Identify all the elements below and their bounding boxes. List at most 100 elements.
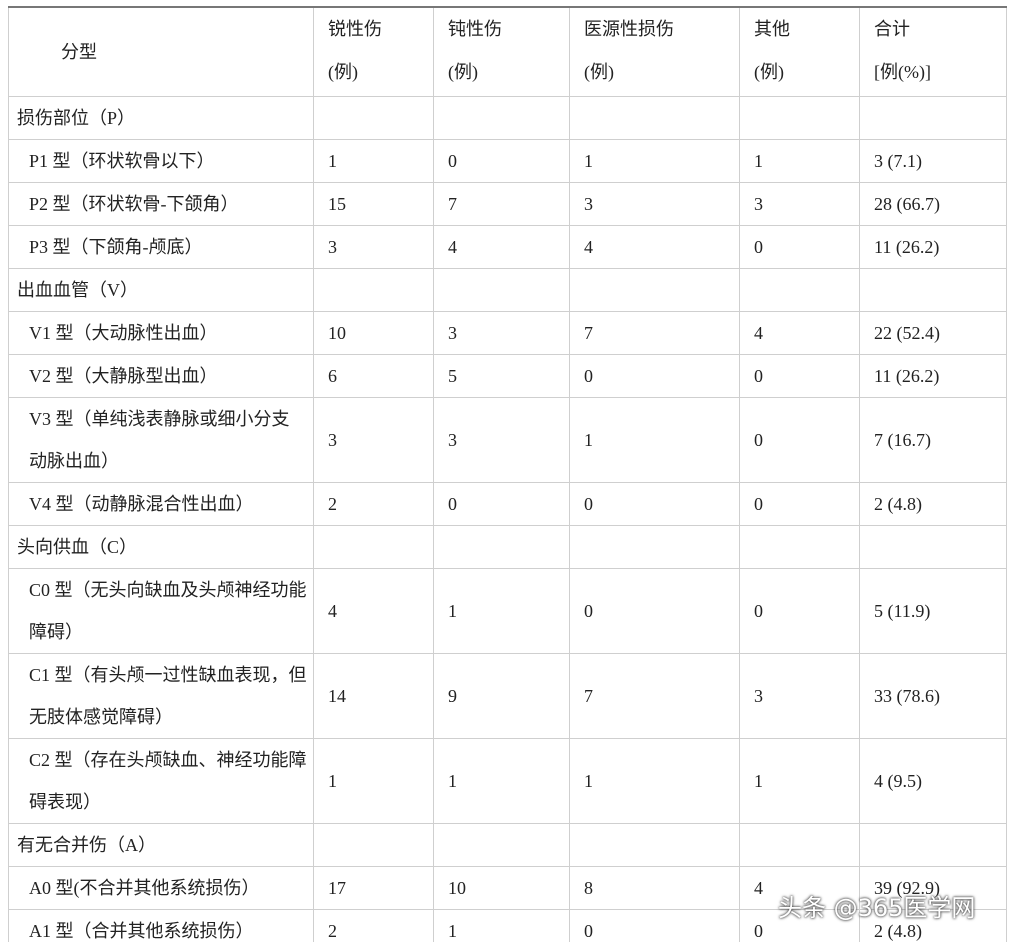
cell: 2 [313, 482, 434, 526]
header-cell: 钝性伤 (例) [433, 6, 570, 97]
cell [569, 268, 740, 312]
cell: 0 [569, 482, 740, 526]
cell: 4 [313, 568, 434, 654]
header-line: (例) [584, 62, 614, 82]
cell: 7 [569, 311, 740, 355]
cell [569, 525, 740, 569]
header-row: 分型 锐性伤 (例) 钝性伤 (例) 医源性损伤 (例) 其他 (例) 合计 [例(%)] [8, 6, 1007, 97]
header-cell: 锐性伤 (例) [313, 6, 434, 97]
cell [569, 823, 740, 867]
cell [739, 96, 860, 140]
cell: 14 [313, 653, 434, 739]
cell: 4 [739, 866, 860, 910]
section-row: 有无合并伤（A） [8, 823, 1007, 867]
data-row: C0 型（无头向缺血及头颅神经功能障碍） 4 1 0 0 5 (11.9) [8, 568, 1007, 654]
header-cell: 分型 [8, 6, 314, 97]
cell: 8 [569, 866, 740, 910]
cell: 5 (11.9) [859, 568, 1007, 654]
cell [433, 268, 570, 312]
cell [859, 525, 1007, 569]
cell: 28 (66.7) [859, 182, 1007, 226]
cell [739, 525, 860, 569]
cell: 2 (4.8) [859, 482, 1007, 526]
cell: 10 [433, 866, 570, 910]
cell: 0 [739, 568, 860, 654]
row-label: P1 型（环状软骨以下） [8, 139, 314, 183]
cell: 1 [569, 139, 740, 183]
row-label: 头向供血（C） [8, 525, 314, 569]
data-row: A0 型(不合并其他系统损伤） 17 10 8 4 39 (92.9) [8, 866, 1007, 910]
cell: 4 (9.5) [859, 738, 1007, 824]
cell: 33 (78.6) [859, 653, 1007, 739]
cell: 1 [739, 139, 860, 183]
cell: 7 (16.7) [859, 397, 1007, 483]
cell: 5 [433, 354, 570, 398]
cell: 0 [739, 909, 860, 942]
cell [313, 96, 434, 140]
header-cell: 其他 (例) [739, 6, 860, 97]
cell [859, 96, 1007, 140]
data-row: A1 型（合并其他系统损伤） 2 1 0 0 2 (4.8) [8, 909, 1007, 942]
cell: 22 (52.4) [859, 311, 1007, 355]
cell: 3 [433, 311, 570, 355]
section-row: 出血血管（V） [8, 268, 1007, 312]
cell: 0 [739, 397, 860, 483]
data-row: V4 型（动静脉混合性出血） 2 0 0 0 2 (4.8) [8, 482, 1007, 526]
cell: 3 [433, 397, 570, 483]
header-line: 医源性损伤 [584, 19, 674, 39]
header-cell: 合计 [例(%)] [859, 6, 1007, 97]
cell: 0 [569, 909, 740, 942]
data-row: C1 型（有头颅一过性缺血表现，但无肢体感觉障碍） 14 9 7 3 33 (78.6) [8, 653, 1007, 739]
cell: 1 [313, 139, 434, 183]
cell: 39 (92.9) [859, 866, 1007, 910]
row-label: C0 型（无头向缺血及头颅神经功能障碍） [8, 568, 314, 654]
row-label: 出血血管（V） [8, 268, 314, 312]
cell: 6 [313, 354, 434, 398]
section-row: 损伤部位（P） [8, 96, 1007, 140]
header-line: (例) [754, 62, 784, 82]
header-line: (例) [328, 62, 358, 82]
cell: 10 [313, 311, 434, 355]
cell: 11 (26.2) [859, 354, 1007, 398]
cell: 11 (26.2) [859, 225, 1007, 269]
cell: 1 [569, 738, 740, 824]
cell: 0 [739, 225, 860, 269]
cell: 0 [433, 482, 570, 526]
row-label: C2 型（存在头颅缺血、神经功能障碍表现） [8, 738, 314, 824]
cell [433, 823, 570, 867]
cell: 3 [739, 182, 860, 226]
table-body: 损伤部位（P） P1 型（环状软骨以下） 1 0 1 1 3 (7.1) P2 型（环状软骨-… [8, 96, 1007, 942]
cell: 3 [569, 182, 740, 226]
row-label: V3 型（单纯浅表静脉或细小分支动脉出血） [8, 397, 314, 483]
row-label: V1 型（大动脉性出血） [8, 311, 314, 355]
header-line: (例) [448, 62, 478, 82]
data-row: V1 型（大动脉性出血） 10 3 7 4 22 (52.4) [8, 311, 1007, 355]
cell: 1 [569, 397, 740, 483]
cell: 2 (4.8) [859, 909, 1007, 942]
cell [569, 96, 740, 140]
row-label: 有无合并伤（A） [8, 823, 314, 867]
row-label: A1 型（合并其他系统损伤） [8, 909, 314, 942]
row-label: P3 型（下颌角-颅底） [8, 225, 314, 269]
data-row: P2 型（环状软骨-下颌角） 15 7 3 3 28 (66.7) [8, 182, 1007, 226]
cell: 9 [433, 653, 570, 739]
row-label: A0 型(不合并其他系统损伤） [8, 866, 314, 910]
cell [313, 525, 434, 569]
cell: 1 [433, 738, 570, 824]
cell: 1 [739, 738, 860, 824]
data-row: V2 型（大静脉型出血） 6 5 0 0 11 (26.2) [8, 354, 1007, 398]
header-line: 锐性伤 [328, 19, 382, 39]
header-cell: 医源性损伤 (例) [569, 6, 740, 97]
cell: 3 [739, 653, 860, 739]
cell [433, 96, 570, 140]
header-line: 分型 [61, 42, 97, 62]
cell [433, 525, 570, 569]
row-label: V4 型（动静脉混合性出血） [8, 482, 314, 526]
cell: 1 [433, 568, 570, 654]
data-table: 分型 锐性伤 (例) 钝性伤 (例) 医源性损伤 (例) 其他 (例) 合计 [例(%)] 损伤部位… [8, 6, 1007, 942]
cell [859, 268, 1007, 312]
cell: 1 [313, 738, 434, 824]
cell: 0 [569, 568, 740, 654]
cell [313, 823, 434, 867]
